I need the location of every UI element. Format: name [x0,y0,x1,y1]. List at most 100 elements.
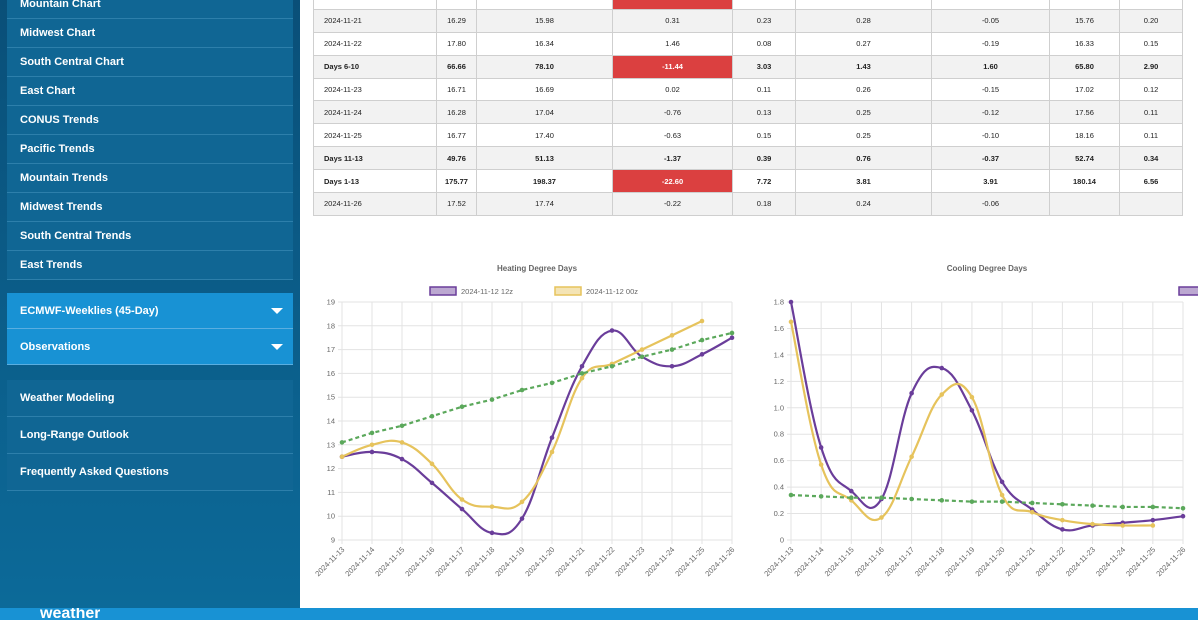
data-point[interactable] [429,461,435,467]
data-point[interactable] [818,462,824,467]
data-point[interactable] [879,515,884,520]
data-point[interactable] [339,440,345,445]
data-point[interactable] [459,497,465,502]
data-point[interactable] [969,408,975,413]
data-point[interactable] [999,499,1005,504]
data-point[interactable] [849,488,854,494]
value-cell: 0.19 [795,0,932,10]
data-point[interactable] [729,330,735,336]
sidebar-item-observations[interactable]: Observations [7,329,293,365]
data-point[interactable] [788,319,794,325]
caret-down-icon[interactable] [271,308,283,314]
sidebar-item-conus-trends[interactable]: CONUS Trends [7,106,293,135]
data-point[interactable] [1029,509,1035,515]
data-point[interactable] [639,347,645,352]
data-point[interactable] [1029,500,1035,506]
value-cell: 13.29 [436,0,477,10]
data-point[interactable] [969,499,975,504]
data-point[interactable] [969,394,975,400]
data-point[interactable] [369,449,375,455]
data-point[interactable] [459,506,465,512]
data-point[interactable] [1180,505,1186,511]
data-point[interactable] [1090,521,1095,527]
data-point[interactable] [669,347,675,352]
sidebar-item-south-central-trends[interactable]: South Central Trends [7,222,293,251]
data-point[interactable] [788,492,794,498]
data-point[interactable] [1060,502,1065,507]
y-tick-label: 0.2 [774,509,784,518]
data-point[interactable] [489,530,495,536]
sidebar-item-east-trends[interactable]: East Trends [7,251,293,280]
sidebar-item-midwest-chart[interactable]: Midwest Chart [7,19,293,48]
data-point[interactable] [489,397,495,402]
data-point[interactable] [399,423,405,429]
data-point[interactable] [909,390,914,396]
sidebar-item-mountain-trends[interactable]: Mountain Trends [7,164,293,193]
data-point[interactable] [429,480,435,486]
data-point[interactable] [459,404,465,410]
data-point[interactable] [818,445,824,450]
data-point[interactable] [369,430,375,436]
data-point[interactable] [489,504,495,509]
data-point[interactable] [939,392,945,397]
data-point[interactable] [549,449,555,455]
legend-item[interactable]: 2024-11-12 12z [429,286,513,296]
data-point[interactable] [939,498,945,503]
data-point[interactable] [549,435,555,440]
sidebar-item-midwest-trends[interactable]: Midwest Trends [7,193,293,222]
sidebar-item-south-central-chart[interactable]: South Central Chart [7,48,293,77]
data-point[interactable] [909,454,914,459]
data-point[interactable] [549,380,555,386]
data-point[interactable] [339,454,345,459]
sidebar-item-east-chart[interactable]: East Chart [7,77,293,106]
data-point[interactable] [1150,523,1156,528]
value-cell: 17.74 [476,192,613,216]
data-point[interactable] [669,363,675,369]
data-point[interactable] [519,516,525,521]
data-point[interactable] [999,492,1005,498]
data-point[interactable] [639,354,645,360]
data-point[interactable] [1060,527,1065,532]
data-point[interactable] [1150,504,1156,510]
data-point[interactable] [699,318,705,324]
sidebar-item-long-range-outlook[interactable]: Long-Range Outlook [7,417,293,454]
data-point[interactable] [849,495,854,500]
data-point[interactable] [1180,513,1186,519]
data-point[interactable] [579,375,585,381]
data-point[interactable] [399,456,405,462]
data-point[interactable] [609,363,615,369]
sidebar-item-ecmwf-weeklies-45-day[interactable]: ECMWF-Weeklies (45-Day) [7,293,293,329]
data-point[interactable] [429,413,435,419]
sidebar-item-mountain-chart[interactable]: Mountain Chart [7,0,293,19]
sidebar-item-pacific-trends[interactable]: Pacific Trends [7,135,293,164]
data-point[interactable] [579,363,585,369]
data-point[interactable] [818,494,824,499]
data-point[interactable] [699,337,705,343]
data-point[interactable] [939,365,945,371]
caret-down-icon[interactable] [271,344,283,350]
legend-item[interactable]: 2024-11-12 00z [554,286,638,296]
data-point[interactable] [879,495,884,500]
data-point[interactable] [788,299,794,305]
x-tick-label: 2024-11-22 [1034,545,1067,578]
data-point[interactable] [1120,523,1125,528]
data-point[interactable] [999,479,1005,485]
data-point[interactable] [369,442,375,448]
data-point[interactable] [609,328,615,333]
data-point[interactable] [1120,504,1125,510]
data-point[interactable] [699,352,705,357]
data-point[interactable] [399,440,405,445]
legend-item[interactable]: 2024-11-12 12z [1178,286,1198,296]
data-point[interactable] [1090,503,1095,508]
sidebar-item-weather-modeling[interactable]: Weather Modeling [7,380,293,417]
data-point[interactable] [1060,517,1065,523]
data-point[interactable] [1150,517,1156,523]
sidebar-item-frequently-asked-questions[interactable]: Frequently Asked Questions [7,454,293,491]
value-cell: 51.13 [476,146,613,171]
data-point[interactable] [669,333,675,338]
data-point[interactable] [519,387,525,393]
data-point[interactable] [909,496,914,502]
data-point[interactable] [729,335,735,340]
data-point[interactable] [519,499,525,505]
data-point[interactable] [579,371,585,376]
